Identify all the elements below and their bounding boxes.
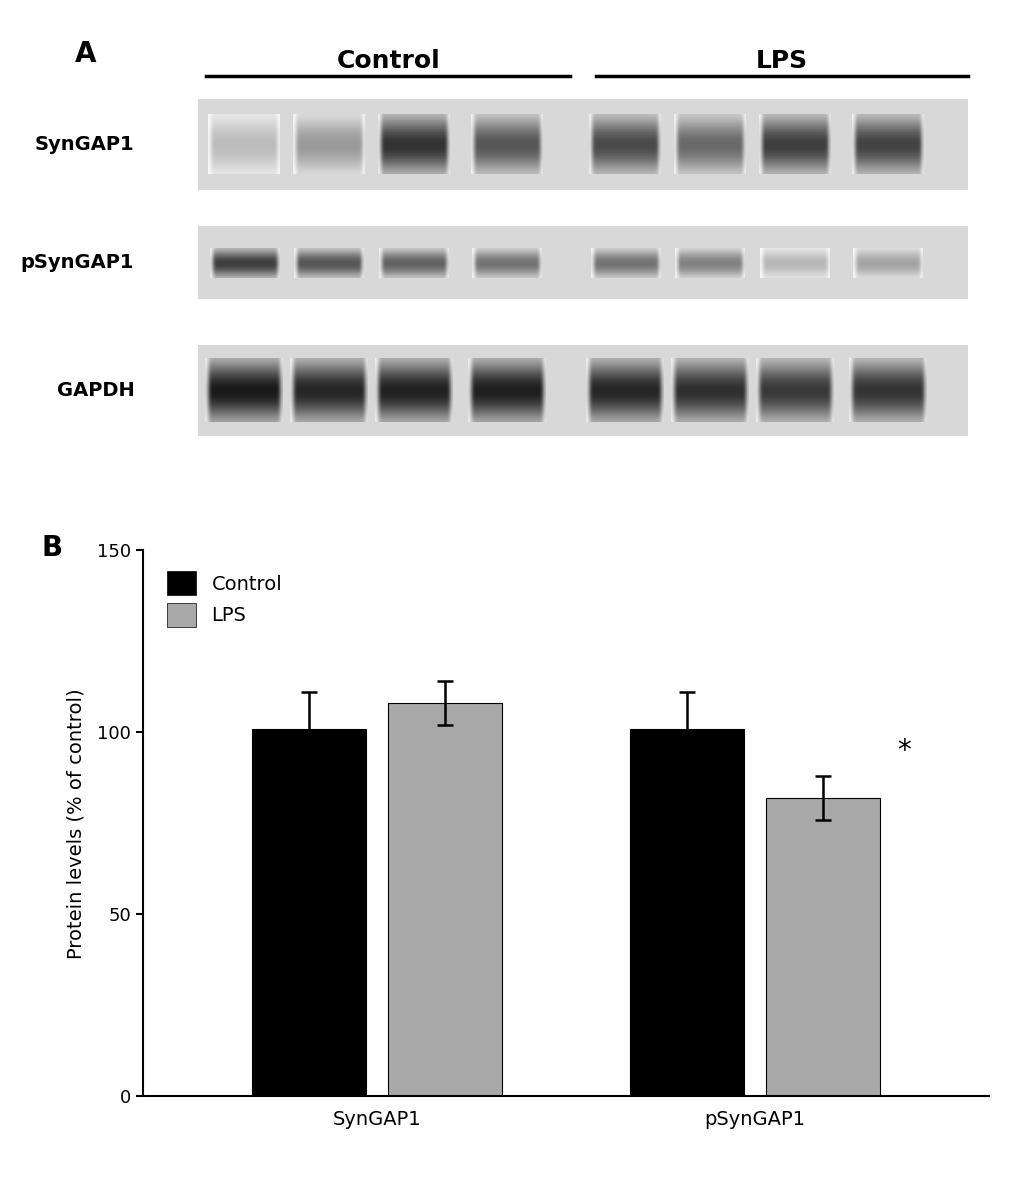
Bar <box>198 99 967 190</box>
Legend: Control, LPS: Control, LPS <box>161 566 287 632</box>
Text: Control: Control <box>336 50 440 73</box>
Bar <box>388 704 501 1096</box>
Bar <box>198 344 967 436</box>
Bar <box>252 729 366 1096</box>
Bar <box>765 798 879 1096</box>
Text: B: B <box>41 534 62 562</box>
Text: SynGAP1: SynGAP1 <box>35 136 135 154</box>
Text: LPS: LPS <box>755 50 807 73</box>
Bar <box>198 226 967 299</box>
Bar <box>630 729 743 1096</box>
Text: *: * <box>896 737 910 765</box>
Text: pSynGAP1: pSynGAP1 <box>20 253 135 272</box>
Text: A: A <box>75 40 97 68</box>
Y-axis label: Protein levels (% of control): Protein levels (% of control) <box>66 689 86 959</box>
Text: GAPDH: GAPDH <box>56 381 135 400</box>
